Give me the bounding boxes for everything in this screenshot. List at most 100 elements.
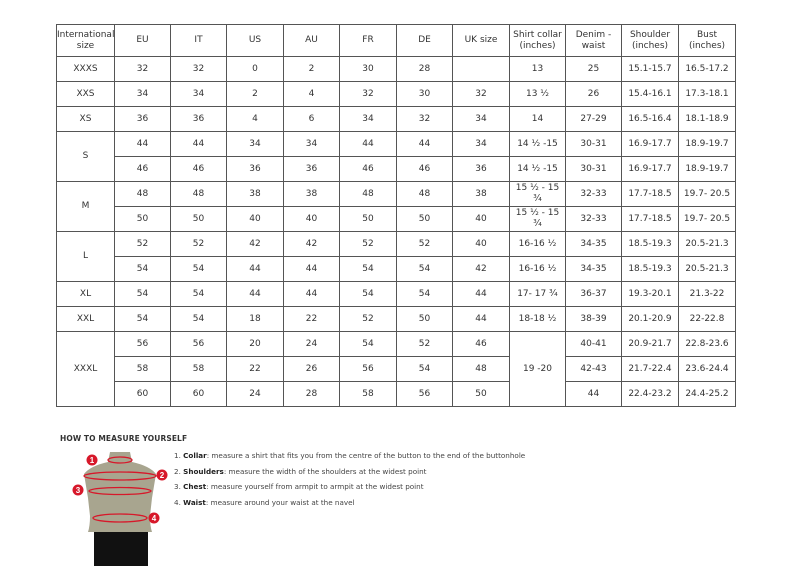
table-cell: 40	[283, 206, 340, 232]
table-cell: 54	[396, 256, 453, 282]
shoulder-measure-line	[83, 471, 157, 481]
table-cell: 2	[226, 81, 284, 107]
table-cell: 54	[114, 256, 171, 282]
table-cell: 21.3-22	[678, 281, 736, 307]
table-cell: 48	[452, 356, 510, 382]
table-cell: 25	[565, 56, 622, 82]
table-cell: 6	[283, 106, 340, 132]
table-cell: 56	[170, 331, 227, 357]
table-cell: 15.1-15.7	[621, 56, 679, 82]
table-cell: 42-43	[565, 356, 622, 382]
body-measure-illustration: 1 2 3 4	[72, 452, 168, 566]
column-header: IT	[170, 24, 227, 57]
table-cell: 46	[339, 156, 397, 182]
table-cell: 22	[226, 356, 284, 382]
table-cell: 50	[396, 206, 453, 232]
collar-measure-line	[107, 456, 133, 464]
table-cell: 50	[339, 206, 397, 232]
table-cell: 48	[396, 181, 453, 207]
table-cell: 44	[452, 306, 510, 332]
table-cell: 19 -20	[509, 331, 566, 407]
table-row: XXXL 56 56 20 24 54 52 46 19 -20 40-41 20.9-21.7 22…	[56, 331, 736, 407]
table-row: 50 50 40 40 50 50 40 15 ½ - 15 ¾ 32-33 17.7-18.5 1…	[57, 206, 736, 232]
table-cell: 20.1-20.9	[621, 306, 679, 332]
table-cell: 38-39	[565, 306, 622, 332]
table-cell: 15 ½ - 15 ¾	[509, 206, 566, 232]
table-cell: 23.6-24.4	[678, 356, 736, 382]
table-cell: 40-41	[565, 331, 622, 357]
table-cell: 16.9-17.7	[621, 131, 679, 157]
table-cell: 34	[452, 106, 510, 132]
table-cell: 44	[396, 131, 453, 157]
table-cell: 34	[114, 81, 171, 107]
table-cell: 54	[170, 306, 227, 332]
table-cell: 4	[283, 81, 340, 107]
step-shoulders: 2. Shoulders: measure the width of the s…	[174, 466, 427, 476]
table-row: S 44 44 34 34 44 44 34 14 ½ -15 30-31 16.9-17.7 18.…	[56, 131, 736, 182]
table-cell: 58	[339, 381, 397, 407]
table-cell: 44	[452, 281, 510, 307]
table-cell: 30-31	[565, 156, 622, 182]
column-header: AU	[283, 24, 340, 57]
table-cell: 22.8-23.6	[678, 331, 736, 357]
table-cell: 0	[226, 56, 284, 82]
size-label-cell: M	[56, 181, 115, 232]
marker-3-icon	[72, 484, 84, 496]
marker-1-icon	[86, 454, 98, 466]
table-cell: 48	[339, 181, 397, 207]
marker-2-icon	[156, 469, 168, 481]
table-cell: 16.5-16.4	[621, 106, 679, 132]
table-cell: 38	[283, 181, 340, 207]
table-cell: 52	[396, 231, 453, 257]
table-cell: 30	[339, 56, 397, 82]
table-cell: 18.5-19.3	[621, 231, 679, 257]
step-collar: 1. Collar: measure a shirt that fits you…	[174, 451, 526, 460]
column-header: EU	[114, 24, 171, 57]
table-cell: 20.5-21.3	[678, 231, 736, 257]
table-cell: 17.3-18.1	[678, 81, 736, 107]
table-cell: 13 ½	[509, 81, 566, 107]
table-cell: 2	[283, 56, 340, 82]
table-row: XXS 34 34 2 4 32 30 32 13 ½ 26 15.4-16.1 17.3-18.1	[56, 81, 736, 107]
table-cell: 46	[452, 331, 510, 357]
table-row: XS 36 36 4 6 34 32 34 14 27-29 16.5-16.4 18.1-18.9	[56, 106, 736, 132]
table-cell: 50	[170, 206, 227, 232]
table-cell	[452, 56, 510, 82]
table-cell: 58	[170, 356, 227, 382]
table-cell: 27-29	[565, 106, 622, 132]
table-cell: 34-35	[565, 256, 622, 282]
table-row: M 48 48 38 38 48 48 38 15 ½ - 15 ¾ 32-33 17.7-18.5…	[56, 181, 736, 232]
table-cell: 26	[565, 81, 622, 107]
table-cell: 54	[339, 281, 397, 307]
table-cell: 20.9-21.7	[621, 331, 679, 357]
table-cell: 18.5-19.3	[621, 256, 679, 282]
table-cell: 18	[226, 306, 284, 332]
column-header: Denim - waist	[565, 24, 622, 57]
table-cell: 50	[452, 381, 510, 407]
table-row: XXXS 32 32 0 2 30 28 13 25 15.1-15.7 16.5-17.2	[56, 56, 736, 82]
table-cell: 32	[452, 81, 510, 107]
size-label-cell: S	[56, 131, 115, 182]
table-cell: 54	[396, 356, 453, 382]
size-label-cell: XXXS	[56, 56, 115, 82]
table-row: L 52 52 42 42 52 52 40 16-16 ½ 34-35 18.5-19.3 20.5…	[56, 231, 736, 282]
table-cell: 32	[339, 81, 397, 107]
table-cell: 60	[170, 381, 227, 407]
shorts-shape	[94, 532, 148, 566]
table-cell: 46	[114, 156, 171, 182]
table-cell: 56	[114, 331, 171, 357]
table-cell: 19.7- 20.5	[678, 206, 736, 232]
size-label-cell: XL	[56, 281, 115, 307]
table-cell: 32-33	[565, 181, 622, 207]
table-row: 60 60 24 28 58 56 50 44 22.4-23.2 24.4-25.2	[57, 381, 736, 407]
table-cell: 50	[396, 306, 453, 332]
svg-text:4: 4	[152, 514, 157, 523]
table-row: 54 54 44 44 54 54 42 16-16 ½ 34-35 18.5-19.3 20.5-…	[57, 256, 736, 282]
table-cell: 44	[283, 256, 340, 282]
table-cell: 52	[396, 331, 453, 357]
table-cell: 18-18 ½	[509, 306, 566, 332]
table-cell: 28	[283, 381, 340, 407]
table-cell: 52	[339, 306, 397, 332]
table-cell: 54	[114, 281, 171, 307]
size-label-cell: XS	[56, 106, 115, 132]
